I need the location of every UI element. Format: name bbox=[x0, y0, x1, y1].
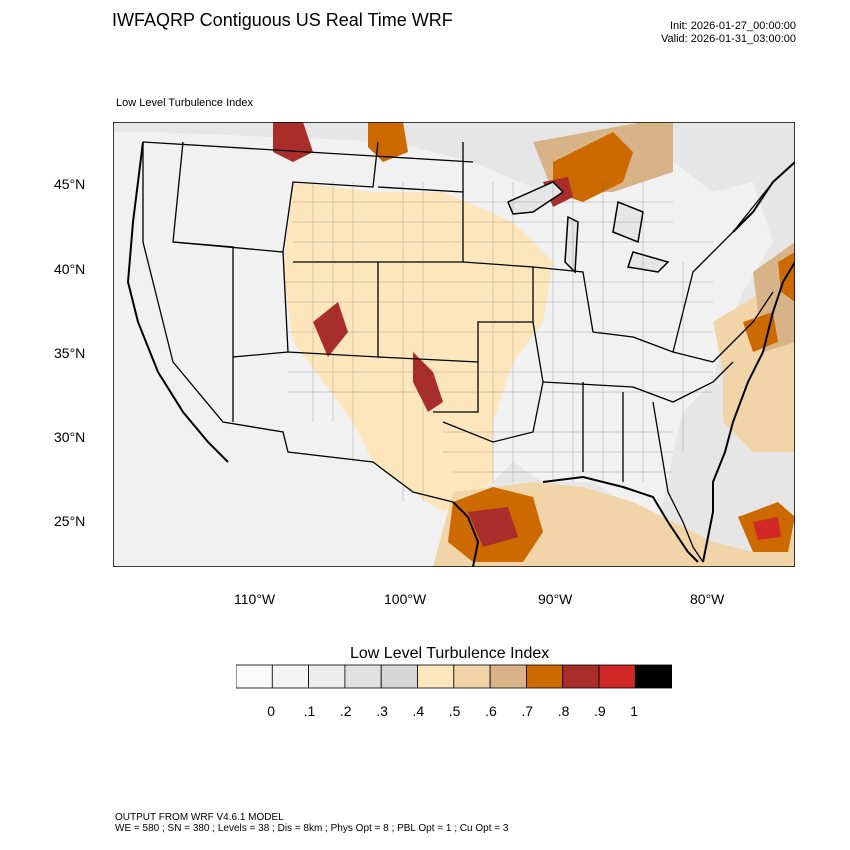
colorbar-tick-label: .1 bbox=[303, 703, 316, 719]
colorbar-swatch bbox=[308, 664, 346, 689]
lon-label-80: 80°W bbox=[690, 591, 725, 607]
colorbar-swatch bbox=[344, 664, 382, 689]
lat-label-45: 45°N bbox=[54, 176, 86, 192]
colorbar-tick-label: .8 bbox=[557, 703, 570, 719]
valid-time: Valid: 2026-01-31_03:00:00 bbox=[661, 33, 796, 45]
init-time: Init: 2026-01-27_00:00:00 bbox=[670, 20, 796, 32]
lon-label-110: 110°W bbox=[234, 591, 276, 607]
field-red-rockies bbox=[313, 302, 443, 412]
colorbar-tick-label: .5 bbox=[448, 703, 461, 719]
model-footer: OUTPUT FROM WRF V4.6.1 MODEL WE = 580 ; … bbox=[115, 812, 508, 834]
colorbar-swatch bbox=[525, 664, 564, 689]
lat-label-35: 35°N bbox=[54, 345, 86, 361]
colorbar-title: Low Level Turbulence Index bbox=[350, 645, 550, 662]
colorbar-swatch bbox=[236, 664, 273, 689]
lat-label-40: 40°N bbox=[54, 261, 86, 277]
colorbar-swatch bbox=[634, 664, 672, 689]
colorbar-tick-label: .7 bbox=[521, 703, 534, 719]
run-times: Init: 2026-01-27_00:00:00 Valid: 2026-01… bbox=[661, 20, 796, 46]
lat-label-25: 25°N bbox=[54, 513, 86, 529]
colorbar-swatch bbox=[453, 664, 491, 689]
field-beige-plains bbox=[283, 182, 553, 512]
field-red-bahamas bbox=[753, 517, 781, 540]
coastlines bbox=[126, 141, 795, 567]
map-title: IWFAQRP Contiguous US Real Time WRF bbox=[112, 10, 453, 30]
colorbar bbox=[236, 664, 672, 689]
lon-label-100: 100°W bbox=[384, 591, 427, 607]
colorbar-tick-label: .6 bbox=[485, 703, 497, 719]
colorbar-swatch bbox=[562, 664, 600, 689]
county-lines bbox=[283, 182, 713, 502]
field-red-gulf bbox=[468, 507, 518, 547]
colorbar-tick-label: 0 bbox=[267, 703, 276, 719]
colorbar-swatch bbox=[380, 664, 418, 689]
field-subtitle: Low Level Turbulence Index bbox=[116, 97, 253, 109]
colorbar-tick-label: .4 bbox=[412, 703, 425, 719]
colorbar-swatch bbox=[489, 664, 527, 689]
field-orange-atlantic bbox=[743, 252, 795, 352]
colorbar-tick-label: .9 bbox=[594, 703, 606, 719]
colorbar-tick-label: 1 bbox=[630, 703, 639, 719]
colorbar-swatch bbox=[417, 664, 455, 689]
lon-label-90: 90°W bbox=[538, 591, 573, 607]
footer-line-1: OUTPUT FROM WRF V4.6.1 MODEL bbox=[115, 812, 284, 823]
colorbar-tick-label: .2 bbox=[339, 703, 352, 719]
colorbar-tick-label: .3 bbox=[376, 703, 388, 719]
colorbar-swatch bbox=[598, 664, 636, 689]
lat-label-30: 30°N bbox=[54, 429, 86, 445]
colorbar-swatch bbox=[271, 664, 309, 689]
field-orange-ontario bbox=[368, 122, 408, 162]
turbulence-map bbox=[113, 122, 795, 567]
footer-line-2: WE = 580 ; SN = 380 ; Levels = 38 ; Dis … bbox=[115, 823, 509, 834]
